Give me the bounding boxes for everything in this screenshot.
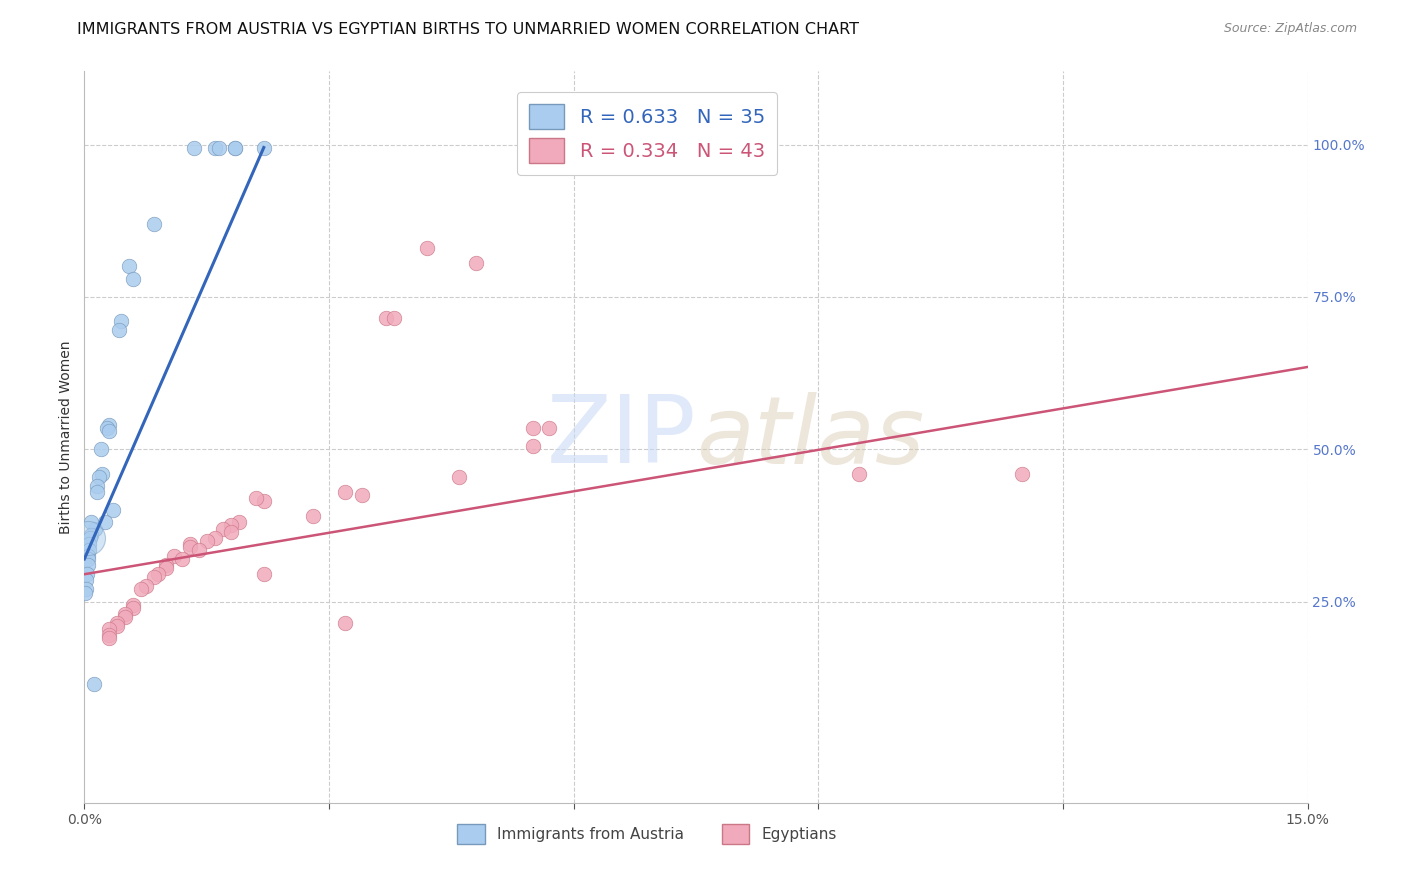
Point — [131, 582, 153, 597]
Point — [97, 622, 120, 636]
Point — [122, 598, 145, 612]
Point — [179, 537, 201, 551]
Point — [122, 600, 145, 615]
Point — [76, 567, 98, 582]
Point — [77, 542, 100, 557]
Point — [114, 610, 136, 624]
Point — [86, 485, 108, 500]
Point — [224, 140, 246, 154]
Point — [253, 567, 276, 582]
Point — [97, 417, 120, 432]
Point — [96, 421, 118, 435]
Point — [80, 516, 103, 530]
Point — [97, 632, 120, 646]
Point — [219, 524, 242, 539]
Point — [142, 570, 165, 584]
Point — [375, 311, 398, 326]
Point — [208, 140, 231, 154]
Point — [77, 549, 100, 563]
Point — [350, 488, 373, 502]
Point — [382, 311, 405, 326]
Point — [155, 558, 177, 573]
Point — [77, 537, 100, 551]
Point — [110, 314, 132, 328]
Point — [253, 494, 276, 508]
Point — [538, 421, 561, 435]
Point — [155, 561, 177, 575]
Text: atlas: atlas — [696, 392, 924, 483]
Y-axis label: Births to Unmarried Women: Births to Unmarried Women — [59, 341, 73, 533]
Point — [204, 140, 226, 154]
Point — [335, 485, 357, 500]
Point — [135, 579, 157, 593]
Point — [87, 469, 110, 483]
Point — [219, 518, 242, 533]
Text: IMMIGRANTS FROM AUSTRIA VS EGYPTIAN BIRTHS TO UNMARRIED WOMEN CORRELATION CHART: IMMIGRANTS FROM AUSTRIA VS EGYPTIAN BIRT… — [77, 22, 859, 37]
Point — [77, 531, 100, 545]
Point — [114, 607, 136, 621]
Point — [118, 260, 141, 274]
Point — [187, 542, 209, 557]
Point — [105, 619, 128, 633]
Text: ZIP: ZIP — [547, 391, 696, 483]
Point — [212, 521, 235, 535]
Point — [90, 442, 112, 457]
Point — [228, 516, 250, 530]
Point — [416, 241, 439, 255]
Point — [179, 540, 201, 554]
Point — [83, 677, 105, 691]
Point — [195, 533, 218, 548]
Point — [93, 516, 115, 530]
Point — [79, 531, 101, 545]
Point — [86, 479, 108, 493]
Point — [75, 585, 97, 599]
Point — [122, 271, 145, 285]
Point — [97, 424, 120, 438]
Point — [75, 574, 97, 588]
Point — [204, 531, 226, 545]
Point — [245, 491, 267, 505]
Legend: Immigrants from Austria, Egyptians: Immigrants from Austria, Egyptians — [451, 818, 844, 850]
Point — [84, 521, 107, 535]
Point — [75, 582, 97, 597]
Point — [301, 509, 323, 524]
Point — [101, 503, 124, 517]
Point — [253, 140, 276, 154]
Text: Source: ZipAtlas.com: Source: ZipAtlas.com — [1223, 22, 1357, 36]
Point — [91, 467, 114, 481]
Point — [97, 628, 120, 642]
Point — [464, 256, 486, 270]
Point — [76, 552, 98, 566]
Point — [107, 323, 129, 337]
Point — [146, 567, 169, 582]
Point — [80, 527, 103, 541]
Point — [163, 549, 186, 563]
Point — [335, 615, 357, 630]
Point — [183, 140, 205, 154]
Point — [76, 558, 98, 573]
Point — [172, 552, 194, 566]
Point — [848, 467, 870, 481]
Point — [105, 615, 128, 630]
Point — [522, 421, 544, 435]
Point — [449, 469, 471, 483]
Point — [1011, 467, 1033, 481]
Point — [142, 217, 165, 231]
Point — [522, 439, 544, 453]
Point — [224, 140, 246, 154]
